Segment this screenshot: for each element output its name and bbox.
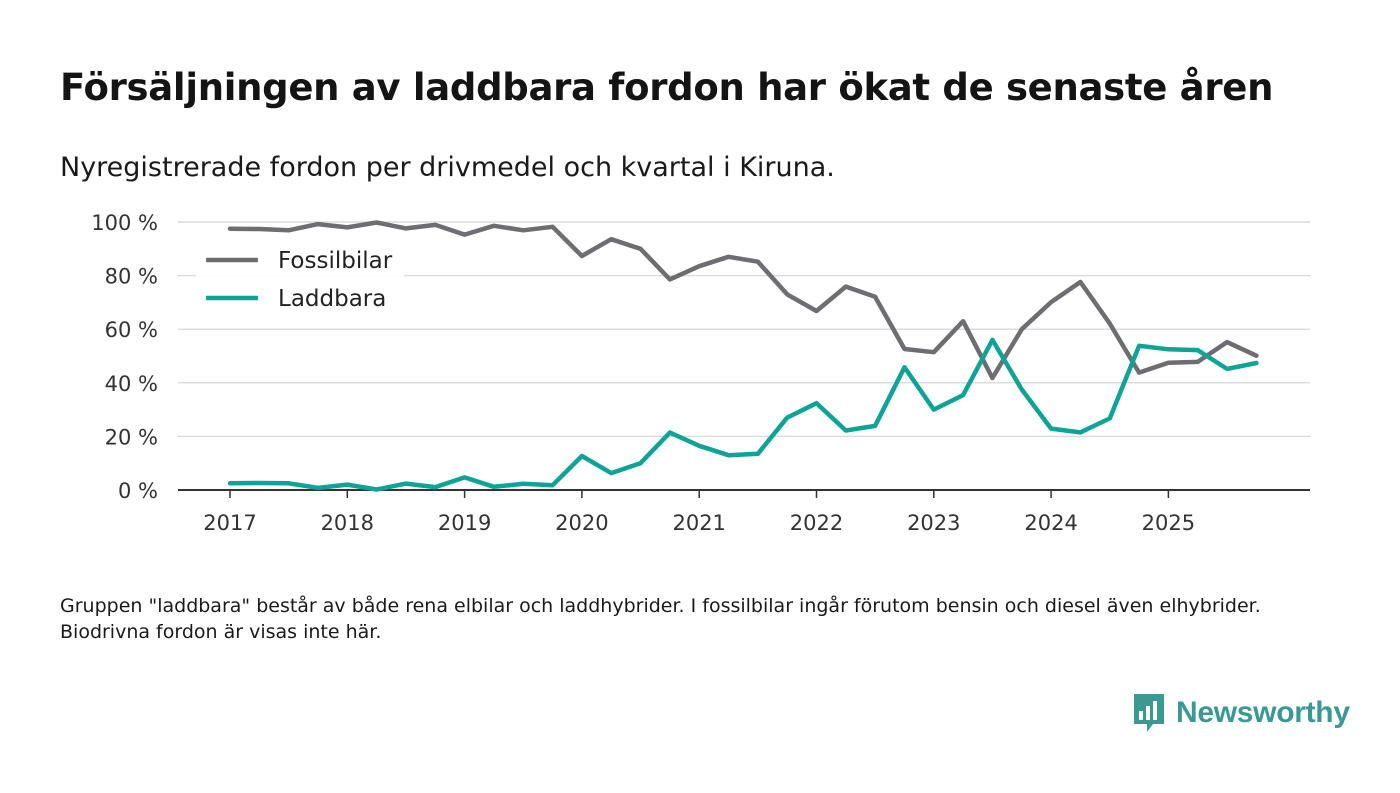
y-tick-label: 80 % — [105, 265, 158, 289]
x-tick-label: 2023 — [907, 511, 960, 535]
line-chart: 0 % 20 % 40 % 60 % 80 % 100 % 2017 2018 2019 202… — [91, 211, 1310, 535]
y-axis-labels: 0 % 20 % 40 % 60 % 80 % 100 % — [91, 211, 158, 503]
y-tick-label: 0 % — [118, 479, 158, 503]
legend-background — [196, 240, 404, 318]
y-tick-label: 40 % — [105, 372, 158, 396]
newsworthy-logo[interactable]: Newsworthy — [1132, 692, 1350, 734]
chart-subtitle: Nyregistrerade fordon per drivmedel och … — [60, 152, 835, 183]
brand-name: Newsworthy — [1176, 696, 1350, 729]
x-tick-label: 2019 — [438, 511, 491, 535]
chart-title: Försäljningen av laddbara fordon har öka… — [60, 66, 1274, 109]
series-layer — [227, 220, 1259, 492]
y-tick-label: 100 % — [91, 211, 158, 235]
x-tick-label: 2022 — [790, 511, 843, 535]
y-tick-label: 20 % — [105, 425, 158, 449]
series-line-laddbara — [227, 337, 1259, 492]
x-tick-label: 2018 — [321, 511, 374, 535]
x-tick-label: 2017 — [203, 511, 256, 535]
legend-label-laddbara: Laddbara — [278, 286, 386, 312]
x-tick-label: 2025 — [1142, 511, 1195, 535]
x-axis-labels: 2017 2018 2019 2020 2021 2022 2023 2024 2025 — [203, 490, 1195, 535]
series-line-fossilbilar — [227, 220, 1259, 381]
newsworthy-logo-icon — [1134, 694, 1164, 732]
x-tick-label: 2021 — [672, 511, 725, 535]
y-tick-label: 60 % — [105, 318, 158, 342]
legend: Fossilbilar Laddbara — [196, 240, 404, 318]
x-tick-label: 2020 — [555, 511, 608, 535]
legend-label-fossilbilar: Fossilbilar — [278, 248, 393, 274]
footnote: Gruppen "laddbara" består av både rena e… — [60, 595, 1261, 643]
x-tick-label: 2024 — [1024, 511, 1077, 535]
